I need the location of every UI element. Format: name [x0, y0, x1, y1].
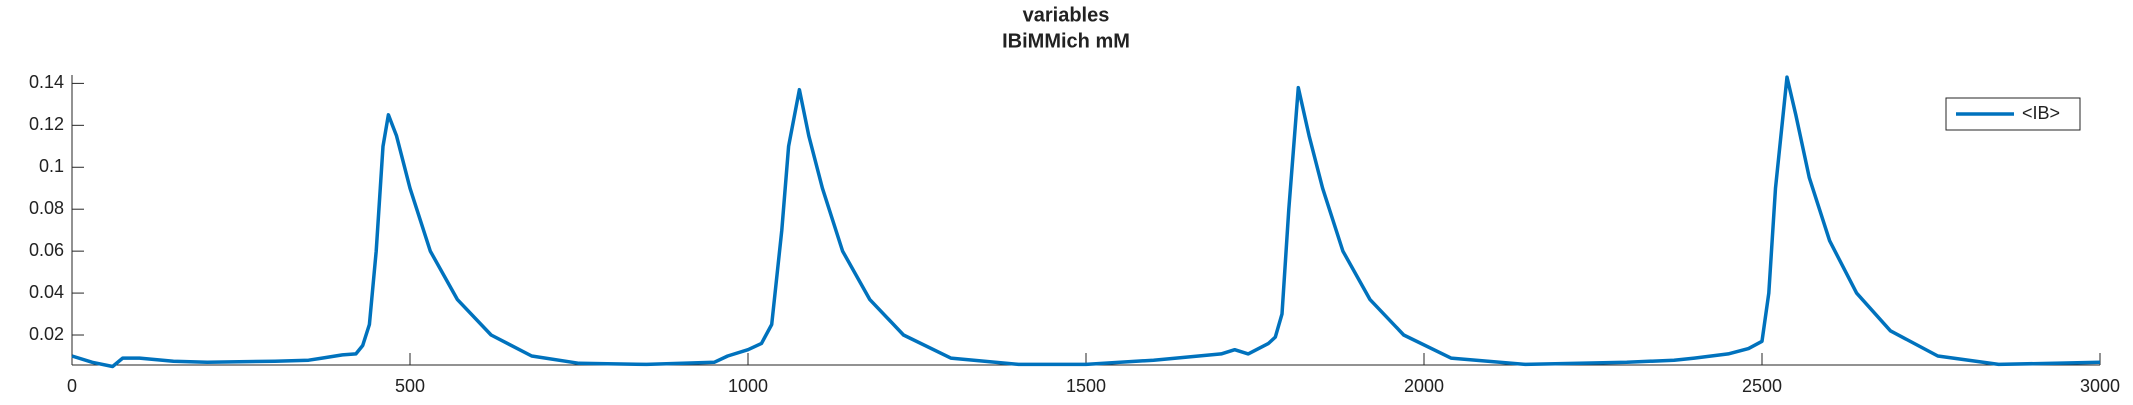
y-tick-label: 0.14 [29, 72, 64, 92]
x-tick-label: 1000 [728, 376, 768, 396]
y-tick-label: 0.04 [29, 282, 64, 302]
x-tick-label: 1500 [1066, 376, 1106, 396]
x-tick-label: 3000 [2080, 376, 2120, 396]
x-tick-label: 500 [395, 376, 425, 396]
x-tick-label: 2500 [1742, 376, 1782, 396]
chart-title: variables [1023, 4, 1110, 26]
y-tick-label: 0.1 [39, 156, 64, 176]
x-tick-label: 2000 [1404, 376, 1444, 396]
y-tick-label: 0.12 [29, 114, 64, 134]
legend-label: <IB> [2022, 103, 2060, 123]
chart-subtitle: IBiMMich mM [1002, 30, 1130, 52]
x-tick-label: 0 [67, 376, 77, 396]
series-line [71, 75, 2101, 369]
y-tick-label: 0.06 [29, 240, 64, 260]
y-tick-label: 0.02 [29, 324, 64, 344]
y-tick-label: 0.08 [29, 198, 64, 218]
